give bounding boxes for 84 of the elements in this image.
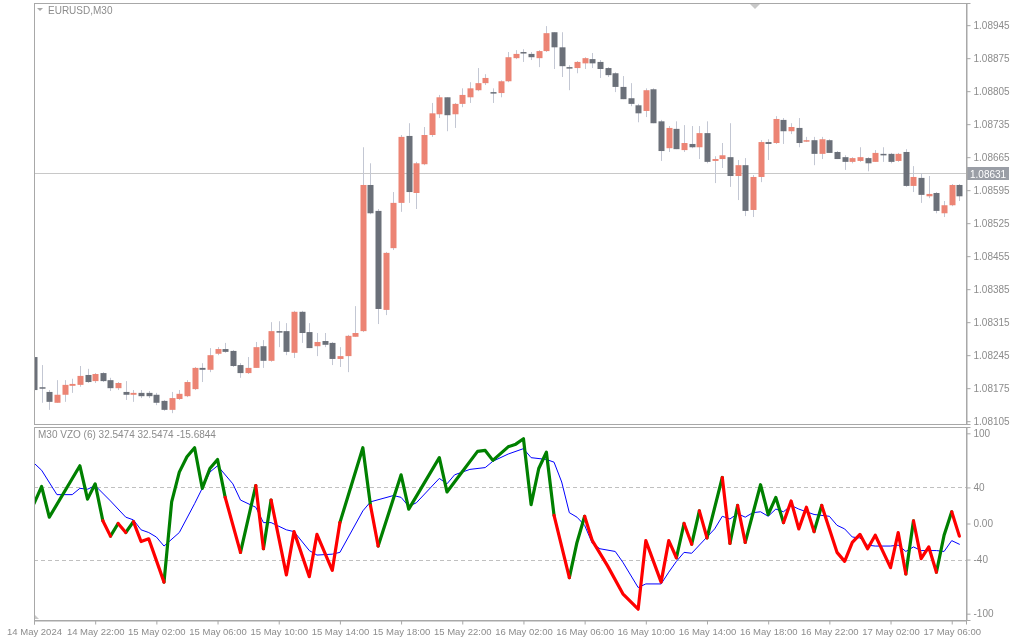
chart-title: EURUSD,M30 [48, 5, 113, 16]
y-tick-label: 1.08385 [973, 283, 1011, 295]
y-tick-label: 40 [973, 482, 986, 494]
x-tick-label: 15 May 18:00 [372, 626, 431, 638]
x-tick-label: 16 May 18:00 [739, 626, 798, 638]
candlestick [314, 332, 321, 357]
y-tick-label: -100 [973, 608, 994, 620]
y-tick-label: 1.08455 [973, 250, 1011, 262]
y-tick-label: 1.08665 [973, 151, 1011, 163]
line-series [376, 437, 556, 548]
x-tick-label: 17 May 02:00 [862, 626, 920, 638]
line-series [911, 519, 939, 574]
candlestick [811, 136, 818, 166]
x-tick-label: 14 May 22:00 [66, 626, 125, 638]
x-tick-label: 17 May 06:00 [923, 626, 982, 638]
line-series [583, 514, 679, 611]
x-tick-label: 16 May 22:00 [801, 626, 859, 638]
x-tick-label: 15 May 06:00 [189, 626, 247, 638]
candlestick [673, 120, 680, 150]
y-tick-label: 0.00 [973, 518, 994, 530]
candlestick [666, 125, 673, 153]
candlestick [681, 124, 688, 153]
y-tick-label: -40 [973, 554, 989, 566]
line-series [269, 498, 342, 579]
candlestick [77, 365, 84, 388]
candlestick [949, 183, 956, 207]
x-tick-label: 15 May 10:00 [250, 626, 309, 638]
x-tick-label: 16 May 02:00 [495, 626, 553, 638]
candlestick [551, 31, 558, 70]
x-tick-label: 16 May 14:00 [678, 626, 737, 638]
y-tick-label: 1.08315 [973, 316, 1011, 328]
line-series [820, 503, 908, 576]
y-tick-label: 1.08945 [973, 19, 1011, 31]
candlestick [54, 379, 61, 404]
candlestick [819, 136, 826, 160]
y-tick-label: 100 [973, 428, 991, 440]
candlestick [337, 346, 344, 368]
candlestick [719, 142, 726, 169]
candlestick [260, 339, 267, 369]
line-series [781, 499, 816, 534]
candlestick [199, 362, 206, 383]
x-tick-label: 15 May 14:00 [311, 626, 370, 638]
candlestick [207, 347, 214, 373]
candlestick [566, 64, 573, 91]
x-tick-label: 14 May 2024 [7, 626, 62, 638]
candlestick [39, 364, 46, 404]
line-series [131, 520, 166, 584]
y-tick-label: 1.08245 [973, 349, 1011, 361]
x-tick-label: 15 May 22:00 [433, 626, 492, 638]
candlestick [459, 87, 466, 108]
candlestick [796, 117, 803, 148]
line-series [162, 446, 227, 584]
y-tick-label: 1.08735 [973, 118, 1011, 130]
candlestick [696, 125, 703, 160]
y-tick-label: 1.08175 [973, 382, 1011, 394]
candlestick [780, 117, 787, 145]
candlestick [475, 67, 482, 92]
candlestick [452, 102, 459, 129]
candlestick [543, 25, 550, 53]
line-series [34, 464, 105, 523]
candlestick [628, 82, 635, 107]
x-tick-label: 16 May 06:00 [556, 626, 614, 638]
candlestick [123, 380, 130, 401]
candlestick [253, 341, 260, 369]
line-series [34, 448, 960, 589]
candlestick [689, 125, 696, 149]
x-tick-label: 16 May 10:00 [617, 626, 676, 638]
y-tick-label: 1.08595 [973, 184, 1011, 196]
candlestick [933, 191, 940, 214]
candlestick [444, 96, 451, 132]
candlestick [467, 81, 474, 104]
y-tick-label: 1.08105 [973, 415, 1011, 427]
candlestick [635, 103, 642, 123]
candlestick [643, 87, 650, 118]
y-tick-label: 1.08525 [973, 217, 1011, 229]
candlestick [559, 31, 566, 78]
ref-line-label: 1.08631 [970, 168, 1007, 180]
x-tick-label: 15 May 02:00 [128, 626, 186, 638]
y-tick-label: 1.08875 [973, 52, 1011, 64]
candlestick [192, 366, 199, 391]
chart-title: M30 VZO (6) 32.5474 32.5474 -15.6844 [38, 429, 217, 440]
candlestick [765, 138, 772, 161]
y-tick-label: 1.08805 [973, 85, 1011, 97]
candlestick [46, 389, 53, 411]
